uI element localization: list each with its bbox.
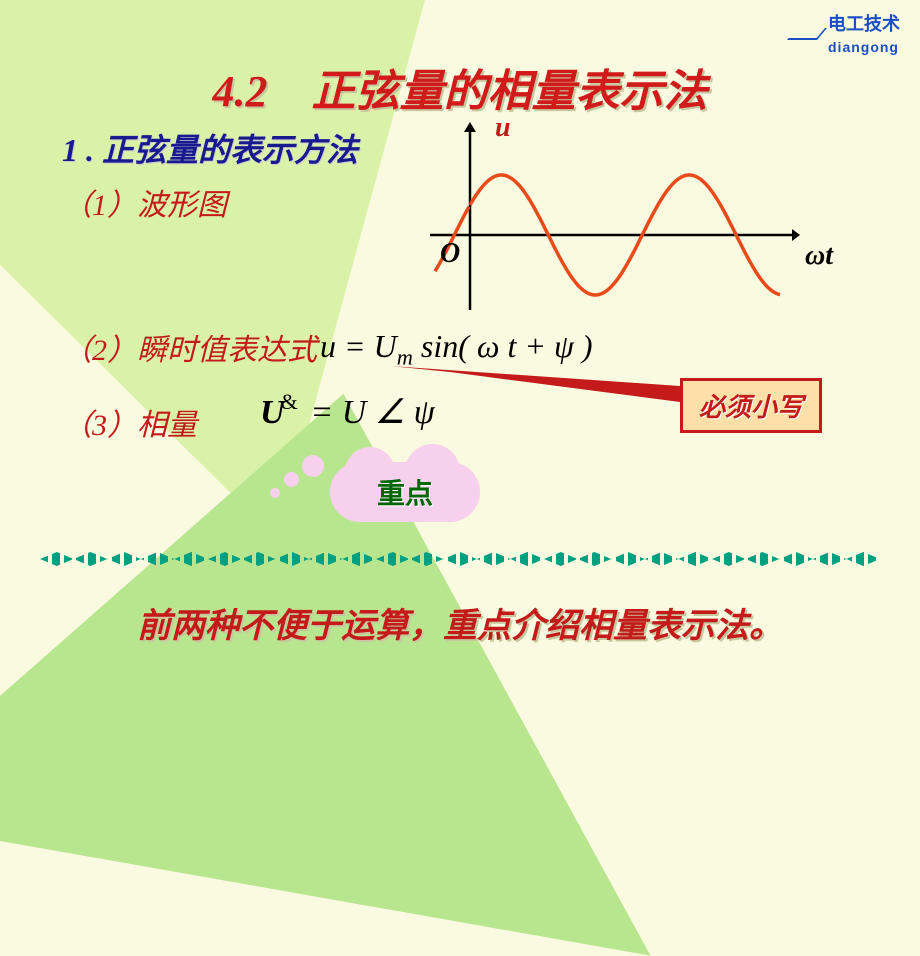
eq3-amp: & (281, 389, 298, 414)
eq-eq: = (336, 328, 374, 364)
section-heading: 1 . 正弦量的表示方法 (62, 125, 358, 171)
eq-rest: sin( ω t + ψ ) (413, 328, 593, 364)
page-title: 4.2 正弦量的相量表示法 (0, 55, 920, 119)
equation-instant: u = Um sin( ω t + ψ ) (320, 328, 592, 370)
callout-box: 必须小写 (680, 378, 822, 433)
axis-label-origin: O (440, 238, 460, 270)
eq3-eq: = (302, 394, 342, 431)
cloud-text: 重点 (377, 472, 433, 512)
eq3-rhs: U ∠ ψ (342, 394, 435, 431)
cloud-bubble-icon (270, 488, 280, 498)
plug-icon (787, 28, 827, 40)
cloud-bubble-icon (284, 472, 299, 487)
divider-line (40, 552, 880, 566)
logo-cn: 电工技术 (828, 14, 900, 34)
bottom-note: 前两种不便于运算，重点介绍相量表示法。 (0, 598, 920, 647)
logo-en: diangong (828, 39, 899, 55)
eq-m: m (397, 344, 413, 369)
waveform-chart (420, 120, 800, 320)
item-3-label: （3）相量 (62, 400, 197, 444)
item-2-label: （2）瞬时值表达式 (62, 325, 317, 369)
equation-phasor: U& = U ∠ ψ (260, 392, 435, 432)
logo: 电工技术 diangong (792, 10, 900, 57)
slide-content: 电工技术 diangong 4.2 正弦量的相量表示法 1 . 正弦量的表示方法… (0, 0, 920, 690)
cloud-bubble-icon (302, 455, 324, 477)
axis-label-wt: ωt (805, 240, 833, 272)
callout-text: 必须小写 (699, 393, 803, 422)
eq-u: u (320, 328, 336, 364)
cloud-callout: 重点 (330, 462, 480, 522)
item-1-label: （1）波形图 (62, 180, 227, 224)
axis-label-u: u (495, 112, 511, 144)
eq-U: U (374, 328, 397, 364)
